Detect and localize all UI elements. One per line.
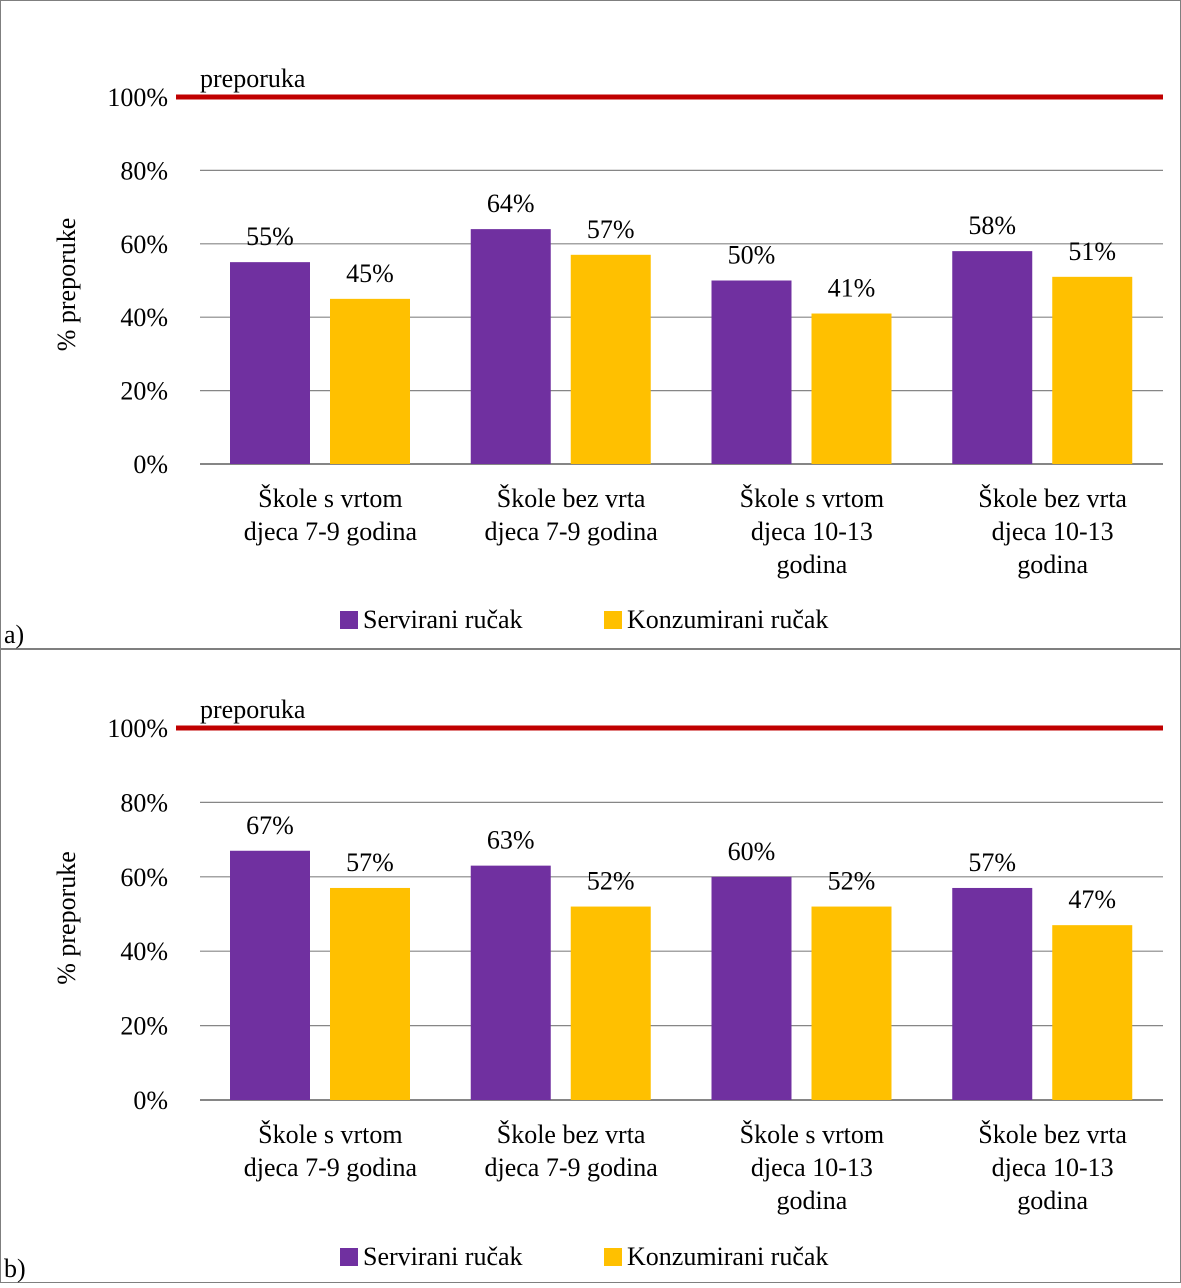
x-tick-label: djeca 10-13 bbox=[992, 517, 1114, 546]
bar bbox=[330, 887, 410, 1100]
bar bbox=[470, 865, 551, 1100]
bar bbox=[570, 906, 651, 1100]
bar bbox=[230, 262, 310, 464]
data-label: 57% bbox=[346, 848, 394, 877]
data-label: 52% bbox=[587, 867, 635, 896]
data-label: 67% bbox=[246, 811, 294, 840]
x-tick-label: Škole s vrtom bbox=[258, 484, 402, 513]
data-label: 47% bbox=[1068, 885, 1116, 914]
x-tick-label: godina bbox=[776, 550, 847, 579]
bar bbox=[1052, 276, 1133, 464]
legend-swatch bbox=[340, 1248, 358, 1266]
y-tick-label: 0% bbox=[133, 1086, 168, 1115]
bar bbox=[952, 887, 1033, 1100]
data-label: 50% bbox=[728, 241, 776, 270]
bar bbox=[330, 298, 410, 464]
bar bbox=[230, 850, 310, 1100]
y-axis-label: % preporuke bbox=[52, 218, 81, 352]
y-tick-label: 60% bbox=[120, 230, 168, 259]
x-tick-label: djeca 7-9 godina bbox=[244, 517, 418, 546]
data-label: 41% bbox=[828, 274, 876, 303]
y-tick-label: 80% bbox=[120, 156, 168, 185]
x-tick-label: Škole s vrtom bbox=[740, 1120, 884, 1149]
bar bbox=[711, 876, 792, 1100]
y-axis-label: % preporuke bbox=[52, 851, 81, 985]
legend-swatch bbox=[604, 1248, 622, 1266]
x-tick-label: djeca 10-13 bbox=[751, 517, 873, 546]
legend-label: Servirani ručak bbox=[363, 605, 523, 634]
data-label: 57% bbox=[968, 848, 1016, 877]
data-label: 55% bbox=[246, 222, 294, 251]
x-tick-label: djeca 7-9 godina bbox=[244, 1153, 418, 1182]
x-tick-label: Škole bez vrta bbox=[978, 1120, 1127, 1149]
x-tick-label: Škole bez vrta bbox=[497, 484, 646, 513]
y-tick-label: 100% bbox=[107, 83, 168, 112]
legend-label: Konzumirani ručak bbox=[627, 605, 828, 634]
x-tick-label: djeca 10-13 bbox=[751, 1153, 873, 1182]
x-tick-label: Škole s vrtom bbox=[258, 1120, 402, 1149]
data-label: 52% bbox=[828, 867, 876, 896]
x-tick-label: godina bbox=[776, 1186, 847, 1215]
x-tick-label: godina bbox=[1017, 1186, 1088, 1215]
y-tick-label: 80% bbox=[120, 788, 168, 817]
bar bbox=[811, 906, 892, 1100]
legend-label: Servirani ručak bbox=[363, 1242, 523, 1271]
chart-panel-b: 0% 20% 40% 60% 80% 100% % preporuke 67% 57% Škole… bbox=[4, 695, 1163, 1283]
data-label: 57% bbox=[587, 215, 635, 244]
y-tick-label: 60% bbox=[120, 863, 168, 892]
data-label: 51% bbox=[1068, 237, 1116, 266]
bar bbox=[952, 251, 1033, 464]
bar bbox=[570, 254, 651, 464]
legend-swatch bbox=[340, 611, 358, 629]
legend-swatch bbox=[604, 611, 622, 629]
reference-line-label: preporuka bbox=[200, 695, 306, 724]
x-tick-label: godina bbox=[1017, 550, 1088, 579]
data-label: 63% bbox=[487, 826, 535, 855]
y-tick-label: 100% bbox=[107, 714, 168, 743]
x-tick-label: Škole bez vrta bbox=[497, 1120, 646, 1149]
data-label: 58% bbox=[968, 211, 1016, 240]
x-tick-label: djeca 7-9 godina bbox=[484, 517, 658, 546]
y-tick-label: 0% bbox=[133, 450, 168, 479]
bar bbox=[711, 280, 792, 464]
reference-line-label: preporuka bbox=[200, 64, 306, 93]
data-label: 64% bbox=[487, 189, 535, 218]
y-tick-label: 20% bbox=[120, 1012, 168, 1041]
panel-label: a) bbox=[4, 620, 24, 649]
chart-panel-a: 0% 20% 40% 60% 80% 100% % preporuke 55% 45% Škole… bbox=[4, 64, 1163, 649]
bar bbox=[811, 313, 892, 464]
data-label: 60% bbox=[728, 837, 776, 866]
x-tick-label: djeca 7-9 godina bbox=[484, 1153, 658, 1182]
data-label: 45% bbox=[346, 259, 394, 288]
y-tick-label: 40% bbox=[120, 303, 168, 332]
bar bbox=[470, 229, 551, 464]
y-tick-label: 40% bbox=[120, 937, 168, 966]
y-tick-label: 20% bbox=[120, 377, 168, 406]
panel-label: b) bbox=[4, 1254, 26, 1283]
bar bbox=[1052, 925, 1133, 1100]
x-tick-label: djeca 10-13 bbox=[992, 1153, 1114, 1182]
legend-label: Konzumirani ručak bbox=[627, 1242, 828, 1271]
x-tick-label: Škole s vrtom bbox=[740, 484, 884, 513]
x-tick-label: Škole bez vrta bbox=[978, 484, 1127, 513]
